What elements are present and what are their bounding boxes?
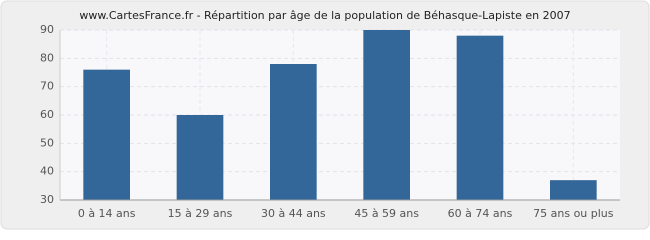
chart-title: www.CartesFrance.fr - Répartition par âg… [79, 9, 570, 22]
x-tick-label: 0 à 14 ans [78, 207, 136, 220]
bar [363, 30, 410, 200]
x-tick-label: 15 à 29 ans [168, 207, 233, 220]
y-tick-label: 30 [40, 193, 54, 206]
page: {"chart_data": {"type": "bar", "title": … [0, 0, 650, 230]
y-tick-label: 40 [40, 165, 54, 178]
y-tick-label: 90 [40, 23, 54, 36]
y-tick-label: 60 [40, 108, 54, 121]
x-tick-label: 45 à 59 ans [354, 207, 419, 220]
y-tick-label: 50 [40, 136, 54, 149]
bar [176, 115, 224, 200]
y-tick-label: 70 [40, 80, 54, 93]
y-tick-label: 80 [40, 51, 54, 64]
x-tick-label: 60 à 74 ans [448, 207, 513, 220]
chart: www.CartesFrance.fr - Répartition par âg… [0, 0, 650, 230]
bar [270, 64, 317, 200]
bar [83, 69, 130, 201]
bar [456, 35, 504, 200]
bar [550, 180, 597, 200]
x-tick-label: 75 ans ou plus [533, 207, 614, 220]
x-tick-label: 30 à 44 ans [261, 207, 326, 220]
